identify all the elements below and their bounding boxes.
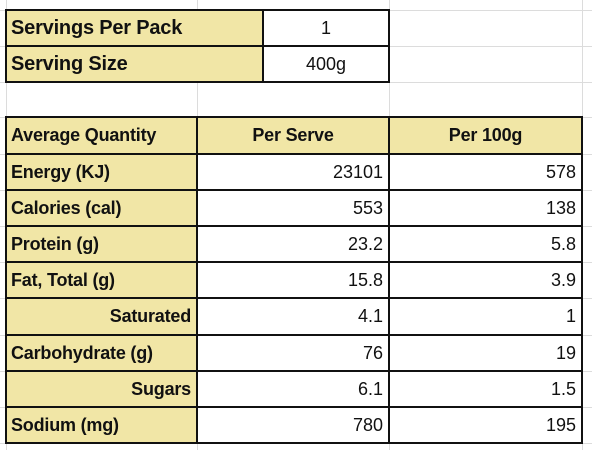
row-per-100g[interactable]: 19 [389, 335, 582, 371]
header-average-quantity[interactable]: Average Quantity [6, 117, 197, 154]
row-per-100g[interactable]: 138 [389, 190, 582, 226]
row-label[interactable]: Fat, Total (g) [6, 262, 197, 298]
row-per-serve[interactable]: 6.1 [197, 371, 389, 407]
row-per-100g[interactable]: 5.8 [389, 226, 582, 262]
row-per-100g[interactable]: 578 [389, 154, 582, 190]
row-label[interactable]: Sodium (mg) [6, 407, 197, 443]
row-per-100g[interactable]: 1 [389, 298, 582, 334]
row-per-serve[interactable]: 4.1 [197, 298, 389, 334]
servings-per-pack-label[interactable]: Servings Per Pack [6, 10, 263, 46]
row-label[interactable]: Saturated [6, 298, 197, 334]
row-label[interactable]: Protein (g) [6, 226, 197, 262]
row-per-100g[interactable]: 3.9 [389, 262, 582, 298]
serving-size-value[interactable]: 400g [263, 46, 389, 82]
row-label[interactable]: Carbohydrate (g) [6, 335, 197, 371]
row-per-serve[interactable]: 23.2 [197, 226, 389, 262]
row-label[interactable]: Energy (KJ) [6, 154, 197, 190]
servings-per-pack-value[interactable]: 1 [263, 10, 389, 46]
row-per-serve[interactable]: 76 [197, 335, 389, 371]
row-per-serve[interactable]: 15.8 [197, 262, 389, 298]
header-per-100g[interactable]: Per 100g [389, 117, 582, 154]
row-label[interactable]: Sugars [6, 371, 197, 407]
serving-size-label[interactable]: Serving Size [6, 46, 263, 82]
row-per-100g[interactable]: 1.5 [389, 371, 582, 407]
row-per-serve[interactable]: 780 [197, 407, 389, 443]
row-per-100g[interactable]: 195 [389, 407, 582, 443]
row-per-serve[interactable]: 23101 [197, 154, 389, 190]
row-label[interactable]: Calories (cal) [6, 190, 197, 226]
row-per-serve[interactable]: 553 [197, 190, 389, 226]
header-per-serve[interactable]: Per Serve [197, 117, 389, 154]
